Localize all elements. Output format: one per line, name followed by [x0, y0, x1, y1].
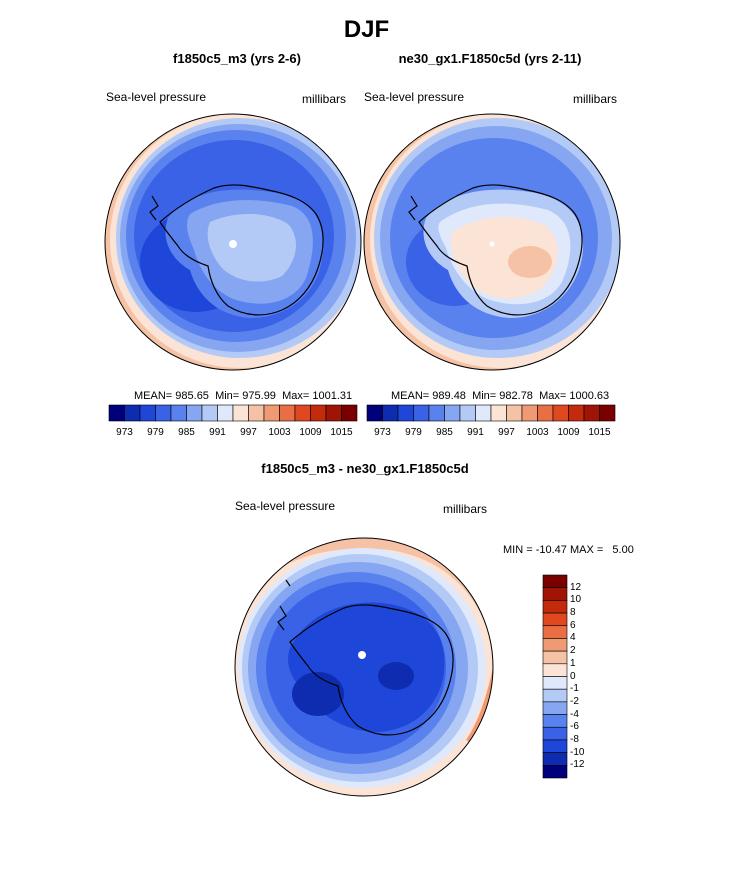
panel-2-variable: Sea-level pressure	[364, 90, 465, 104]
panel-3-colorbar-swatch	[542, 676, 568, 690]
panel-3-colorbar-tick-label: -6	[570, 721, 579, 733]
panel-3-colorbar-swatch	[542, 663, 568, 677]
panel-3-colorbar-swatch	[542, 726, 568, 741]
panel-1-colorbar-ticks: 973 979 985 991 997 1003 1009 1015	[109, 427, 357, 441]
panel-1-colorbar-tick-label: 1009	[299, 427, 322, 438]
panel-2-colorbar-tick-label: 991	[467, 427, 484, 438]
panel-3-colorbar-swatch	[542, 752, 568, 766]
panel-3-colorbar-swatch	[542, 650, 568, 665]
panel-2-units: millibars	[573, 92, 618, 106]
panel-3-colorbar-tick-label: -4	[570, 708, 579, 720]
panel-2-colorbar-tick-label: 1015	[588, 427, 611, 438]
panel-3-colorbar-tick-label: 8	[570, 607, 576, 619]
panel-1-colorbar-tick-label: 1015	[330, 427, 353, 438]
panel-3-colorbar-tick-label: -12	[570, 759, 585, 771]
panel-3-colorbar-swatch	[542, 574, 568, 588]
panel-2-colorbar-swatch	[599, 404, 616, 422]
panel-3-colorbar-swatch	[542, 638, 568, 652]
panel-1-colorbar-tick-label: 985	[178, 427, 195, 438]
panel-3-colorbar-tick-label: 1	[570, 657, 576, 669]
panel-2-colorbar-ticks: 973 979 985 991 997 1003 1009 1015	[367, 427, 615, 441]
panel-3-colorbar-tick-label: 10	[570, 594, 582, 606]
panel-3-colorbar-tick-label: -10	[570, 746, 585, 758]
panel-2-min-label: Min=	[472, 390, 497, 402]
panel-3-colorbar-swatch	[542, 765, 568, 779]
panel-3-colorbar-swatch	[542, 714, 568, 728]
panel-1-mean-value: 985.65	[175, 390, 209, 402]
page-title: DJF	[343, 16, 390, 43]
panel-3-colorbar-tick-label: -8	[570, 733, 579, 745]
panel-2-colorbar-tick-label: 985	[436, 427, 453, 438]
panel-1-stats: MEAN= 985.65 Min= 975.99 Max= 1001.31	[134, 390, 352, 402]
panel-3-title: f1850c5_m3 - ne30_gx1.F1850c5d	[261, 461, 469, 476]
panel-1-colorbar-tick-label: 979	[147, 427, 164, 438]
panel-1-colorbar	[108, 404, 358, 422]
panel-1-colorbar-tick-label: 1003	[268, 427, 291, 438]
panel-3-colorbar-tick-label: -1	[570, 683, 579, 695]
panel-3-colorbar-swatch	[542, 587, 568, 601]
panel-3-colorbar-swatch	[542, 600, 568, 614]
panel-3-variable: Sea-level pressure	[235, 499, 336, 513]
panel-2-min-value: 982.78	[499, 390, 533, 402]
panel-3-colorbar-swatch	[542, 612, 568, 627]
panel-1-colorbar-swatch	[341, 404, 358, 422]
panel-3-colorbar	[542, 574, 568, 779]
panel-3-colorbar-tick-label: 12	[570, 581, 582, 593]
panel-3-colorbar-swatch	[542, 701, 568, 715]
panel-2-colorbar-tick-label: 973	[374, 427, 391, 438]
panel-2-title: ne30_gx1.F1850c5d (yrs 2-11)	[398, 51, 582, 66]
panel-3-colorbar-tick-label: -2	[570, 695, 579, 707]
panel-3-colorbar-swatch	[542, 688, 568, 703]
panel-1-max-label: Max=	[282, 390, 310, 402]
panel-1-colorbar-tick-label: 997	[240, 427, 257, 438]
panel-2-stats: MEAN= 989.48 Min= 982.78 Max= 1000.63	[391, 390, 609, 402]
panel-1-title: f1850c5_m3 (yrs 2-6)	[173, 51, 301, 66]
panel-3-units: millibars	[443, 502, 488, 516]
panel-1-colorbar-tick-label: 973	[116, 427, 133, 438]
panel-3-colorbar-tick-label: 2	[570, 645, 576, 657]
panel-1-mean-label: MEAN=	[134, 390, 173, 402]
panel-3-colorbar-tick-label: 4	[570, 632, 576, 644]
panel-3-colorbar-swatch	[542, 625, 568, 639]
panel-1-min-label: Min=	[215, 390, 240, 402]
panel-3-colorbar-tick-label: 6	[570, 619, 576, 631]
panel-2-colorbar	[366, 404, 616, 422]
panel-2-max-value: 1000.63	[569, 390, 610, 402]
panel-3-colorbar-tick-label: 0	[570, 670, 576, 682]
panel-3-colorbar-ticks: 12 10 8 6 4 2 1 0 -1 -2 -4 -6 -8 -10 -12	[570, 575, 610, 778]
panel-3-colorbar-swatch	[542, 739, 568, 753]
panel-2-colorbar-tick-label: 979	[405, 427, 422, 438]
panel-1-units: millibars	[302, 92, 347, 106]
panel-1-variable: Sea-level pressure	[106, 90, 207, 104]
panel-2-colorbar-tick-label: 1009	[557, 427, 580, 438]
panel-1-max-value: 1001.31	[312, 390, 353, 402]
panel-2-max-label: Max=	[539, 390, 567, 402]
panel-2-colorbar-tick-label: 997	[498, 427, 515, 438]
panel-1-colorbar-tick-label: 991	[209, 427, 226, 438]
panel-3-minmax: MIN = -10.47 MAX = 5.00	[503, 544, 634, 556]
panel-2-mean-value: 989.48	[432, 390, 466, 402]
panel-2-mean-label: MEAN=	[391, 390, 430, 402]
panel-1-min-value: 975.99	[242, 390, 276, 402]
panel-2-colorbar-tick-label: 1003	[526, 427, 549, 438]
